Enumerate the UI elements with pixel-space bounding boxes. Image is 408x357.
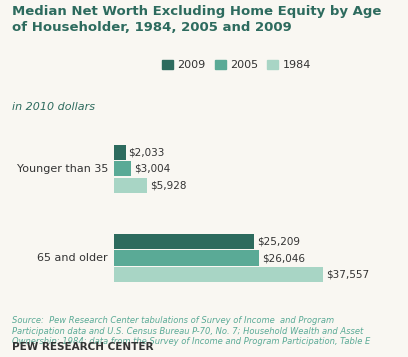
Text: $2,033: $2,033 <box>129 147 165 157</box>
Text: Participation data and U.S. Census Bureau P-70, No. 7; Household Wealth and Asse: Participation data and U.S. Census Burea… <box>12 327 364 336</box>
Bar <box>114 267 323 282</box>
Bar <box>114 145 126 160</box>
Bar <box>114 178 147 193</box>
Text: Source:  Pew Research Center tabulations of Survey of Income  and Program: Source: Pew Research Center tabulations … <box>12 316 335 325</box>
Bar <box>114 234 255 249</box>
Text: in 2010 dollars: in 2010 dollars <box>12 102 95 112</box>
Text: $26,046: $26,046 <box>262 253 305 263</box>
Bar <box>114 161 131 176</box>
Text: $3,004: $3,004 <box>134 164 170 174</box>
Text: Younger than 35: Younger than 35 <box>17 164 108 174</box>
Text: Ownership: 1984: data from the Survey of Income and Program Participation, Table: Ownership: 1984: data from the Survey of… <box>12 337 370 346</box>
Text: Median Net Worth Excluding Home Equity by Age
of Householder, 1984, 2005 and 200: Median Net Worth Excluding Home Equity b… <box>12 5 381 34</box>
Text: 65 and older: 65 and older <box>38 253 108 263</box>
Bar <box>114 250 259 266</box>
Legend: 2009, 2005, 1984: 2009, 2005, 1984 <box>157 56 316 75</box>
Text: PEW RESEARCH CENTER: PEW RESEARCH CENTER <box>12 342 154 352</box>
Text: $5,928: $5,928 <box>150 180 186 190</box>
Text: $37,557: $37,557 <box>326 270 369 280</box>
Text: $25,209: $25,209 <box>257 236 300 246</box>
